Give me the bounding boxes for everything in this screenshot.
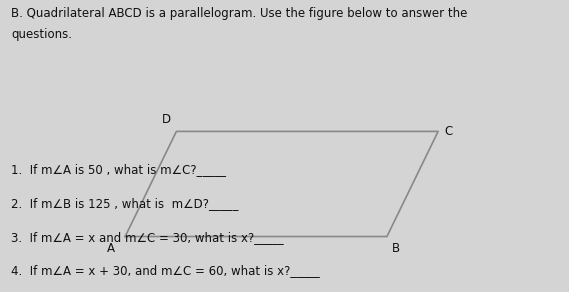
Text: 2.  If m∠B is 125 , what is  m∠D?_____: 2. If m∠B is 125 , what is m∠D?_____ bbox=[11, 197, 239, 210]
Text: questions.: questions. bbox=[11, 28, 72, 41]
Text: A: A bbox=[107, 242, 115, 255]
Text: 4.  If m∠A = x + 30, and m∠C = 60, what is x?_____: 4. If m∠A = x + 30, and m∠C = 60, what i… bbox=[11, 264, 320, 277]
Text: B. Quadrilateral ABCD is a parallelogram. Use the figure below to answer the: B. Quadrilateral ABCD is a parallelogram… bbox=[11, 7, 468, 20]
Text: 3.  If m∠A = x and m∠C = 30, what is x?_____: 3. If m∠A = x and m∠C = 30, what is x?__… bbox=[11, 231, 284, 244]
Text: C: C bbox=[444, 125, 452, 138]
Text: B: B bbox=[391, 242, 399, 255]
Text: D: D bbox=[162, 113, 171, 126]
Text: 1.  If m∠A is 50 , what is m∠C?_____: 1. If m∠A is 50 , what is m∠C?_____ bbox=[11, 164, 226, 177]
